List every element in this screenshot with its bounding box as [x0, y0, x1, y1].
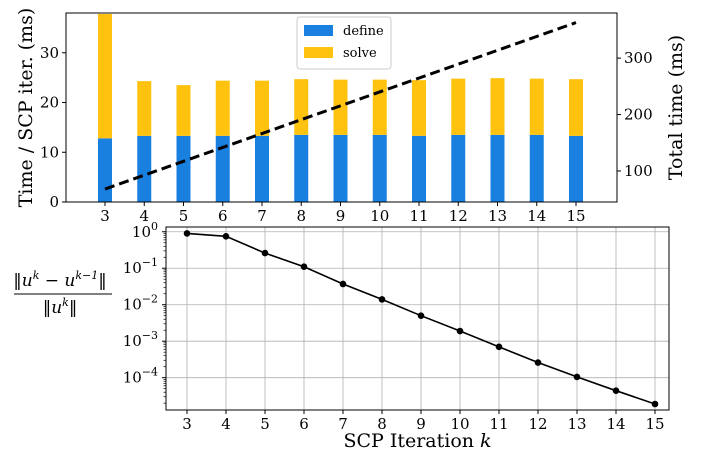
bottom-x-axis-label: SCP Iteration k [343, 430, 491, 452]
y-tick-label-10: 10 [40, 143, 59, 161]
legend: define solve [296, 16, 392, 70]
bar-solve-3 [98, 13, 112, 139]
residual-point-7 [339, 280, 347, 288]
bar-solve-13 [490, 78, 505, 135]
legend-swatch-define [304, 25, 333, 36]
bar-solve-7 [255, 80, 269, 136]
residual-point-15 [651, 400, 659, 408]
bar-define-12 [451, 134, 466, 202]
bottom-x-tick-label-12: 12 [528, 415, 547, 433]
bar-define-14 [529, 134, 544, 202]
bottom-x-tick-label-3: 3 [182, 415, 192, 433]
bar-define-9 [333, 134, 348, 202]
bar-solve-10 [372, 79, 387, 135]
bar-solve-11 [412, 80, 426, 136]
bottom-y-tick-label--1: 10−1 [123, 256, 158, 277]
bottom-x-tick-label-11: 11 [489, 415, 508, 433]
residual-point-5 [261, 249, 269, 257]
bottom-x-tick-label-5: 5 [260, 415, 270, 433]
x-tick-label-14: 14 [527, 207, 546, 225]
bar-solve-6 [215, 80, 230, 136]
bottom-x-tick-label-13: 13 [567, 415, 586, 433]
x-tick-label-7: 7 [257, 207, 267, 225]
x-tick-label-4: 4 [139, 207, 149, 225]
bottom-y-tick-label--3: 10−3 [123, 329, 158, 350]
bar-define-3 [98, 138, 112, 202]
legend-label-define: define [343, 24, 384, 39]
x-tick-label-11: 11 [409, 207, 428, 225]
x-tick-label-13: 13 [488, 207, 507, 225]
bottom-x-tick-label-14: 14 [606, 415, 625, 433]
bar-solve-5 [176, 85, 191, 136]
residual-point-11 [495, 343, 503, 351]
bar-define-4 [137, 135, 152, 202]
y-tick-label-20: 20 [40, 94, 59, 112]
x-tick-label-15: 15 [566, 207, 585, 225]
bar-define-5 [176, 135, 191, 202]
bar-define-8 [294, 134, 309, 202]
bottom-x-tick-label-9: 9 [416, 415, 426, 433]
bar-define-15 [569, 135, 583, 202]
bottom-x-tick-label-10: 10 [450, 415, 469, 433]
y-right-tick-label-100: 100 [624, 162, 653, 180]
top-chart: 3 4 5 6 7 8 9 10 11 12 13 14 15 0 10 20 30 100 200 300 Time … [15, 8, 687, 225]
bottom-axes-frame [165, 226, 670, 411]
residual-point-6 [300, 263, 308, 271]
bar-define-7 [255, 135, 269, 202]
y-tick-label-30: 30 [40, 44, 59, 62]
x-tick-label-5: 5 [179, 207, 189, 225]
bar-solve-14 [529, 78, 544, 135]
x-tick-label-12: 12 [449, 207, 468, 225]
top-axes-frame [65, 12, 618, 203]
x-tick-label-10: 10 [370, 207, 389, 225]
bottom-chart: 3 4 5 6 7 8 9 10 11 12 13 14 15 100 10−1 10−2 10−3 10−4 SC… [13, 220, 670, 452]
bottom-y-tick-label--4: 10−4 [123, 366, 158, 387]
y-tick-label-0: 0 [49, 193, 59, 211]
y-right-tick-label-300: 300 [624, 49, 653, 67]
y-label-denominator: ‖uk​‖ [43, 296, 78, 318]
bar-solve-4 [137, 81, 152, 136]
bar-define-6 [215, 135, 230, 202]
y-right-tick-label-200: 200 [624, 106, 653, 124]
x-tick-label-9: 9 [336, 207, 346, 225]
bottom-x-tick-label-8: 8 [377, 415, 387, 433]
bottom-y-tick-label-0: 100 [132, 220, 158, 241]
bar-solve-15 [569, 79, 583, 136]
bar-define-10 [372, 134, 387, 202]
residual-point-4 [222, 233, 230, 240]
residual-point-12 [534, 359, 542, 366]
y-label-numerator: ‖uk​ − uk−1​‖ [13, 269, 107, 291]
bottom-y-tick-label--2: 10−2 [123, 293, 158, 314]
legend-swatch-solve [304, 47, 333, 58]
bottom-x-tick-label-4: 4 [221, 415, 231, 433]
bar-solve-12 [451, 78, 466, 135]
legend-label-solve: solve [343, 46, 377, 61]
residual-point-9 [417, 312, 425, 319]
bottom-x-tick-label-15: 15 [645, 415, 664, 433]
bottom-x-tick-label-7: 7 [338, 415, 348, 433]
residual-point-3 [183, 230, 191, 237]
residual-point-10 [456, 327, 464, 335]
bar-define-11 [412, 135, 426, 202]
total-time-line [104, 21, 577, 191]
y-right-axis-label: Total time (ms) [665, 35, 687, 180]
x-tick-label-8: 8 [296, 207, 306, 225]
bar-solve-8 [294, 79, 309, 135]
x-tick-label-3: 3 [100, 207, 110, 225]
residual-point-8 [378, 296, 386, 303]
bar-define-13 [490, 134, 505, 202]
residual-point-13 [573, 373, 581, 381]
bottom-x-tick-label-6: 6 [299, 415, 309, 433]
y-axis-label: Time / SCP iter. (ms) [15, 8, 37, 208]
x-tick-label-6: 6 [218, 207, 228, 225]
residual-point-14 [612, 387, 620, 394]
